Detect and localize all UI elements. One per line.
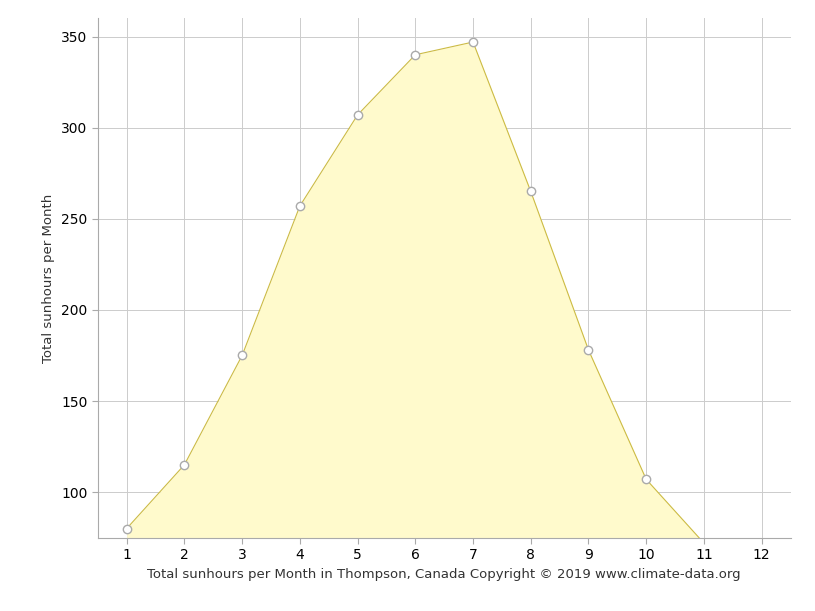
Y-axis label: Total sunhours per Month: Total sunhours per Month (42, 193, 55, 363)
X-axis label: Total sunhours per Month in Thompson, Canada Copyright © 2019 www.climate-data.o: Total sunhours per Month in Thompson, Ca… (148, 568, 741, 580)
